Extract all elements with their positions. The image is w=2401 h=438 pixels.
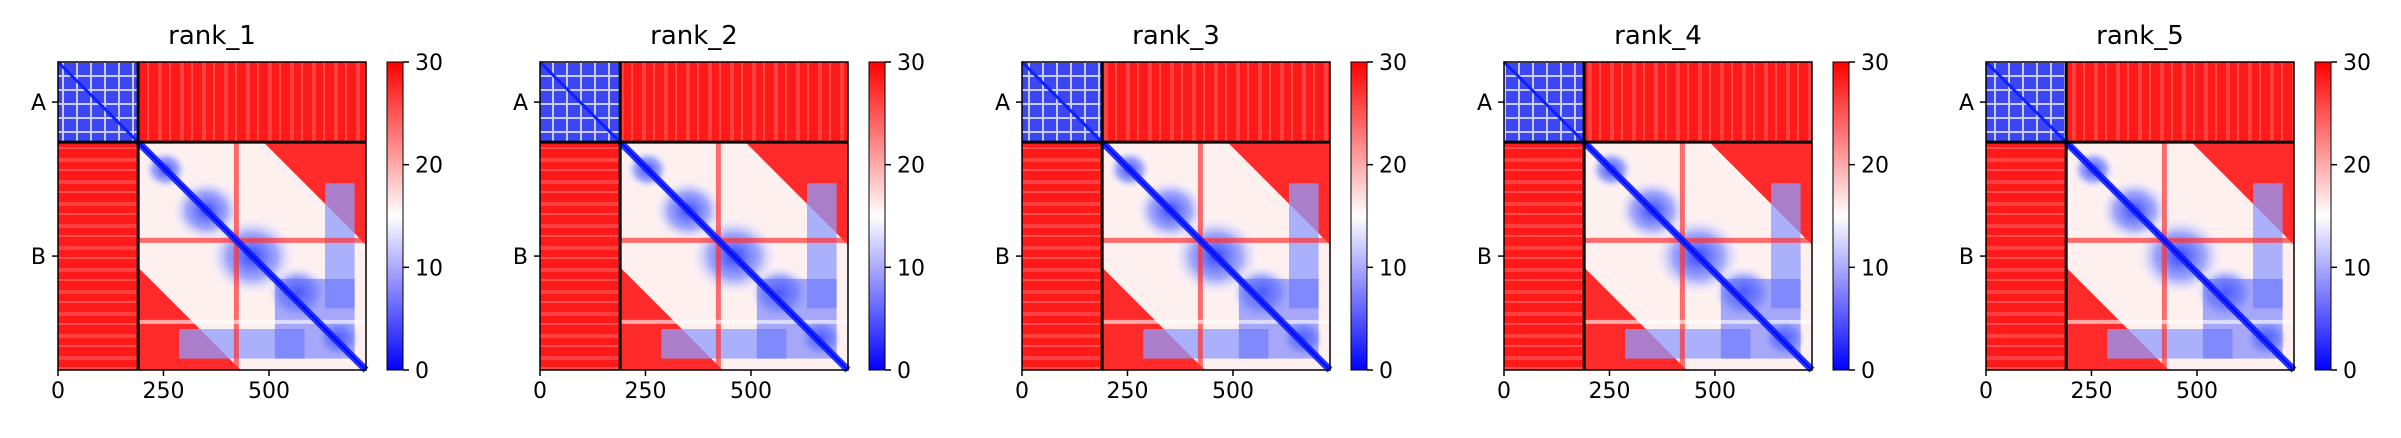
colorbar: 0 10 20 30 <box>868 51 925 384</box>
interchain-block-ab <box>1102 62 1330 143</box>
x-tick-label: 500 <box>2176 379 2218 404</box>
interchain-block-ab <box>138 62 366 143</box>
diagonal-a <box>1502 60 1586 144</box>
colorbar-tick-label: 30 <box>1379 51 1407 76</box>
x-tick-label: 0 <box>1497 379 1511 404</box>
y-chain-label: A <box>995 91 1010 116</box>
interchain-block-ab <box>1584 62 1812 143</box>
interchain-block-ab <box>2066 62 2294 143</box>
colorbar-tick-label: 20 <box>2343 154 2371 179</box>
colorbar-tick-label: 20 <box>1861 154 1889 179</box>
colorbar-tick-label: 20 <box>415 154 443 179</box>
colorbar-gradient <box>1350 61 1368 371</box>
intrachain-block-b <box>135 139 369 373</box>
colorbar: 0 10 20 30 <box>386 51 443 384</box>
x-tick-label: 500 <box>1694 379 1736 404</box>
heatmap-panel-4: rank_4 0 250 500 A B 0 10 20 30 <box>1477 21 1889 404</box>
colorbar-gradient <box>868 61 886 371</box>
heatmap-image <box>1984 60 2297 373</box>
heatmap-image <box>1020 60 1333 373</box>
colorbar-gradient <box>386 61 404 371</box>
panel-title: rank_4 <box>1614 21 1702 51</box>
x-tick-label: 0 <box>533 379 547 404</box>
colorbar-tick-label: 10 <box>2343 256 2371 281</box>
heatmap-panel-2: rank_2 0 250 500 A B 0 10 20 30 <box>513 21 925 404</box>
x-tick-label: 500 <box>730 379 772 404</box>
colorbar-tick-label: 30 <box>415 51 443 76</box>
colorbar-tick-label: 0 <box>897 359 911 384</box>
x-tick-label: 250 <box>142 379 184 404</box>
x-tick-label: 0 <box>51 379 65 404</box>
colorbar-gradient <box>2314 61 2332 371</box>
colorbar: 0 10 20 30 <box>2314 51 2371 384</box>
interchain-block-ba <box>1504 142 1585 370</box>
heatmap-image <box>1502 60 1815 373</box>
panel-title: rank_1 <box>168 21 256 51</box>
colorbar-tick-label: 0 <box>1861 359 1875 384</box>
y-chain-label: B <box>1477 245 1492 270</box>
colorbar: 0 10 20 30 <box>1832 51 1889 384</box>
y-chain-label: A <box>513 91 528 116</box>
diagonal-a <box>56 60 140 144</box>
y-chain-label: A <box>1477 91 1492 116</box>
panel-title: rank_2 <box>650 21 738 51</box>
intrachain-block-b <box>1099 139 1333 373</box>
intrachain-block-b <box>1581 139 1815 373</box>
colorbar-gradient <box>1832 61 1850 371</box>
x-tick-label: 250 <box>1106 379 1148 404</box>
interchain-block-ba <box>1022 142 1103 370</box>
colorbar-tick-label: 0 <box>2343 359 2357 384</box>
y-chain-label: B <box>513 245 528 270</box>
colorbar: 0 10 20 30 <box>1350 51 1407 384</box>
y-chain-label: B <box>1959 245 1974 270</box>
heatmap-panel-1: rank_1 0 250 500 A B 0 10 20 30 <box>31 21 443 404</box>
diagonal-a <box>538 60 622 144</box>
heatmap-frame <box>1985 61 2295 371</box>
heatmap-panel-5: rank_5 0 250 500 A B 0 10 20 30 <box>1959 21 2371 404</box>
interchain-block-ba <box>58 142 139 370</box>
heatmap-frame <box>1503 61 1813 371</box>
x-tick-label: 500 <box>248 379 290 404</box>
x-tick-label: 0 <box>1015 379 1029 404</box>
colorbar-tick-label: 10 <box>897 256 925 281</box>
x-tick-label: 250 <box>1588 379 1630 404</box>
colorbar-tick-label: 30 <box>1861 51 1889 76</box>
diagonal-a <box>1020 60 1104 144</box>
heatmap-frame <box>57 61 367 371</box>
interchain-block-ba <box>540 142 621 370</box>
x-tick-label: 500 <box>1212 379 1254 404</box>
colorbar-tick-label: 30 <box>897 51 925 76</box>
x-tick-label: 0 <box>1979 379 1993 404</box>
y-chain-label: A <box>31 91 46 116</box>
colorbar-tick-label: 20 <box>897 154 925 179</box>
intrachain-block-b <box>2063 139 2297 373</box>
x-tick-label: 250 <box>2070 379 2112 404</box>
colorbar-tick-label: 0 <box>415 359 429 384</box>
interchain-block-ba <box>1986 142 2067 370</box>
heatmap-frame <box>1021 61 1331 371</box>
colorbar-tick-label: 20 <box>1379 154 1407 179</box>
y-chain-label: B <box>31 245 46 270</box>
intrachain-block-b <box>617 139 851 373</box>
y-chain-label: B <box>995 245 1010 270</box>
panel-title: rank_3 <box>1132 21 1220 51</box>
interchain-block-ab <box>620 62 848 143</box>
y-chain-label: A <box>1959 91 1974 116</box>
colorbar-tick-label: 10 <box>415 256 443 281</box>
colorbar-tick-label: 30 <box>2343 51 2371 76</box>
heatmap-image <box>56 60 369 373</box>
panel-title: rank_5 <box>2096 21 2184 51</box>
x-tick-label: 250 <box>624 379 666 404</box>
colorbar-tick-label: 0 <box>1379 359 1393 384</box>
colorbar-tick-label: 10 <box>1861 256 1889 281</box>
heatmap-image <box>538 60 851 373</box>
diagonal-a <box>1984 60 2068 144</box>
heatmap-panel-3: rank_3 0 250 500 A B 0 10 20 30 <box>995 21 1407 404</box>
colorbar-tick-label: 10 <box>1379 256 1407 281</box>
heatmap-frame <box>539 61 849 371</box>
